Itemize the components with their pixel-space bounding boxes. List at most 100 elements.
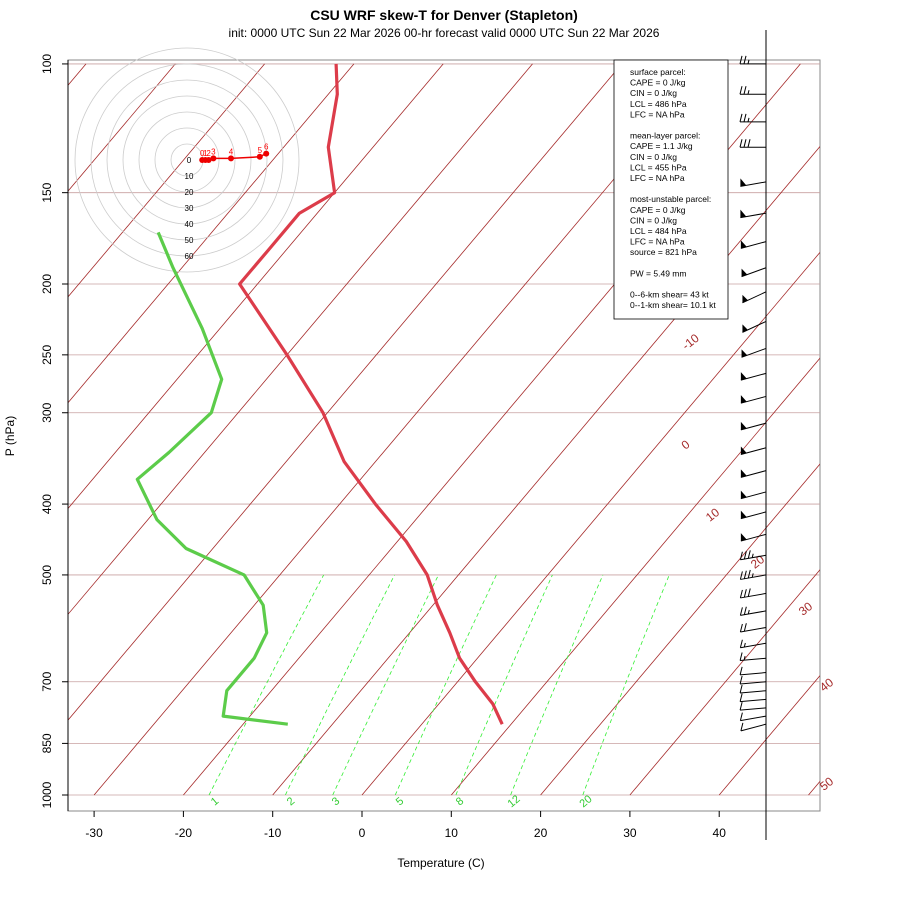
p-tick-label-3: 250 xyxy=(40,345,54,365)
sounding-profiles xyxy=(135,63,504,726)
p-tick-label-0: 100 xyxy=(40,54,54,74)
mixing-ratio-line-6 xyxy=(582,574,670,796)
mixing-ratio-line-5 xyxy=(510,574,604,796)
mixing-ratio-lines xyxy=(208,574,670,796)
mixing-ratio-label-1: 2 xyxy=(285,795,297,808)
wind-barb-9 xyxy=(742,320,767,333)
info-line-3: LCL = 486 hPa xyxy=(630,99,687,109)
wind-barb-16 xyxy=(740,490,767,500)
chart-title: CSU WRF skew-T for Denver (Stapleton) xyxy=(310,7,578,23)
hodograph-ring-2 xyxy=(138,111,236,209)
hodograph-ring-5 xyxy=(90,63,284,257)
isotherm-lines xyxy=(68,63,820,796)
chart-subtitle: init: 0000 UTC Sun 22 Mar 2026 00-hr for… xyxy=(229,26,660,40)
info-line-14: CIN = 0 J/kg xyxy=(630,215,677,225)
mixing-ratio-line-3 xyxy=(394,574,497,796)
wind-barb-3 xyxy=(739,139,766,148)
wind-barb-29 xyxy=(739,693,767,703)
info-line-22: 0--1-km shear= 10.1 kt xyxy=(630,300,716,310)
wind-barb-12 xyxy=(740,395,767,404)
isotherm-label-0: -10 xyxy=(679,331,702,353)
info-line-8: CIN = 0 J/kg xyxy=(630,152,677,162)
hodograph-ring-label-2: 20 xyxy=(185,188,194,197)
wind-barb-26 xyxy=(739,666,767,676)
hodograph-ring-label-0: 0 xyxy=(187,156,192,165)
isotherm-line-15 xyxy=(629,569,820,796)
wind-barb-17 xyxy=(740,510,767,520)
info-line-15: LCL = 484 hPa xyxy=(630,226,687,236)
wind-barb-22 xyxy=(739,606,767,616)
info-line-7: CAPE = 1.1 J/kg xyxy=(630,141,693,151)
mixing-ratio-label-2: 3 xyxy=(330,795,342,808)
info-line-2: CIN = 0 J/kg xyxy=(630,88,677,98)
hodograph-point-label-4: 4 xyxy=(229,147,234,156)
hodograph-ring-3 xyxy=(122,95,252,225)
wind-barb-1 xyxy=(739,86,766,95)
hodograph-point-5 xyxy=(256,153,263,160)
x-tick-label-4: 10 xyxy=(445,826,459,840)
p-tick-label-5: 400 xyxy=(40,494,54,514)
wind-barb-24 xyxy=(739,639,767,649)
p-tick-label-1: 150 xyxy=(40,182,54,202)
hodograph-ring-label-5: 50 xyxy=(185,236,194,245)
x-tick-label-2: -10 xyxy=(264,826,282,840)
isotherm-line-5 xyxy=(68,63,355,404)
wind-barb-15 xyxy=(740,469,767,478)
wind-barb-14 xyxy=(740,446,767,455)
temperature-line xyxy=(238,63,504,725)
info-line-13: CAPE = 0 J/kg xyxy=(630,205,686,215)
hodograph-ring-1 xyxy=(154,127,220,193)
wind-barb-28 xyxy=(739,684,767,694)
hodograph-ring-label-4: 40 xyxy=(185,220,194,229)
isotherm-line-14 xyxy=(540,463,820,796)
info-line-1: CAPE = 0 J/kg xyxy=(630,78,686,88)
wind-barb-19 xyxy=(739,550,767,561)
wind-barb-23 xyxy=(739,623,767,633)
hodograph-point-label-1: 1 xyxy=(203,149,208,158)
y-axis-label: P (hPa) xyxy=(3,416,17,456)
mixing-ratio-label-0: 1 xyxy=(209,795,221,808)
isotherm-label-4: 30 xyxy=(796,599,815,618)
dewpoint-line xyxy=(135,231,288,726)
hodograph-point-label-2: 2 xyxy=(206,149,211,158)
wind-barb-6 xyxy=(740,240,767,249)
x-axis-label: Temperature (C) xyxy=(397,856,484,870)
isotherm-label-2: 10 xyxy=(703,505,722,524)
hodograph-point-label-0: 0 xyxy=(200,149,205,158)
wind-barb-31 xyxy=(739,712,767,722)
isotherm-line-7 xyxy=(68,63,533,615)
p-tick-label-7: 700 xyxy=(40,671,54,691)
hodograph-ring-4 xyxy=(106,79,268,241)
hodograph-ring-label-6: 60 xyxy=(185,252,194,261)
x-tick-label-5: 20 xyxy=(534,826,548,840)
info-line-21: 0--6-km shear= 43 kt xyxy=(630,290,709,300)
info-line-0: surface parcel: xyxy=(630,67,686,77)
mixing-ratio-label-3: 5 xyxy=(394,795,406,808)
wind-barb-30 xyxy=(739,702,767,711)
wind-barb-27 xyxy=(739,675,767,685)
isotherm-line-13 xyxy=(450,357,820,796)
x-tick-label-3: 0 xyxy=(359,826,366,840)
wind-barb-18 xyxy=(740,533,767,542)
wind-barb-7 xyxy=(741,267,767,278)
isotherm-label-1: 0 xyxy=(679,437,693,452)
p-tick-label-9: 1000 xyxy=(40,781,54,808)
info-line-17: source = 821 hPa xyxy=(630,247,697,257)
isotherm-line-4 xyxy=(68,63,265,298)
wind-barbs xyxy=(739,30,767,840)
isotherm-line-12 xyxy=(361,251,820,796)
mixing-ratio-labels: 1 2 3 5 8 12 20 xyxy=(209,793,595,810)
wind-barb-25 xyxy=(739,652,767,661)
info-line-12: most-unstable parcel: xyxy=(630,194,711,204)
mixing-ratio-label-5: 12 xyxy=(506,793,523,810)
info-line-9: LCL = 455 hPa xyxy=(630,162,687,172)
mixing-ratio-label-4: 8 xyxy=(454,795,466,808)
wind-barb-20 xyxy=(739,569,767,580)
x-tick-label-0: -30 xyxy=(85,826,103,840)
isotherm-label-3: 20 xyxy=(748,552,767,571)
hodograph-point-label-5: 5 xyxy=(258,146,263,155)
wind-barb-32 xyxy=(740,722,767,732)
